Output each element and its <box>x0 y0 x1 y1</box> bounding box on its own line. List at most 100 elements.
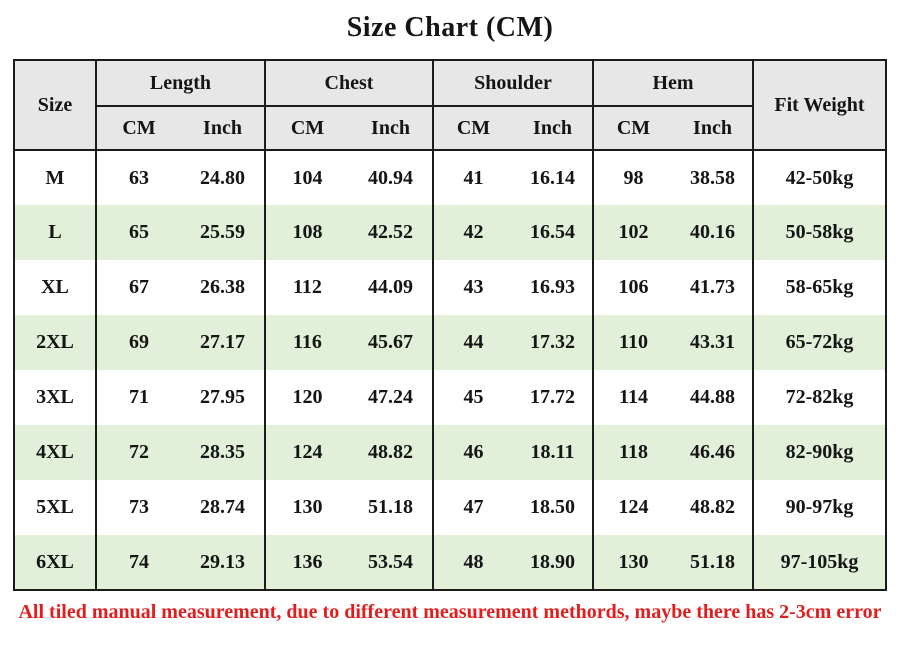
chest-cm-cell: 104 <box>263 150 349 205</box>
length-inch-cell: 27.17 <box>180 315 265 370</box>
length-inch-cell: 28.74 <box>180 480 265 535</box>
chest-inch-cell: 48.82 <box>348 425 433 480</box>
chest-cm-cell: 120 <box>263 370 349 425</box>
length-cm-cell: 74 <box>94 535 181 590</box>
subheader-chest-inch: Inch <box>348 106 433 151</box>
hem-cm-cell: 118 <box>592 425 673 480</box>
chest-inch-cell: 47.24 <box>348 370 433 425</box>
length-inch-cell: 27.95 <box>180 370 265 425</box>
fit-weight-cell: 97-105kg <box>752 535 886 590</box>
table-row: L 65 25.59 108 42.52 42 16.54 102 40.16 … <box>13 205 886 260</box>
measurement-note: All tiled manual measurement, due to dif… <box>18 601 882 623</box>
header-unit-row: CM Inch CM Inch CM Inch CM Inch <box>14 106 886 151</box>
fit-weight-cell: 65-72kg <box>752 315 886 370</box>
hem-inch-cell: 40.16 <box>673 205 753 260</box>
length-cm-cell: 73 <box>94 480 181 535</box>
col-header-size: Size <box>13 60 96 151</box>
shoulder-cm-cell: 42 <box>432 205 513 260</box>
col-header-shoulder: Shoulder <box>432 60 593 107</box>
shoulder-inch-cell: 17.32 <box>513 315 593 370</box>
shoulder-inch-cell: 18.50 <box>513 480 593 535</box>
page-title: Size Chart (CM) <box>346 12 554 43</box>
size-chart-page: Size Chart (CM) Size Length Chest Should… <box>0 12 900 660</box>
table-row: 5XL 73 28.74 130 51.18 47 18.50 124 48.8… <box>13 480 886 535</box>
length-cm-cell: 69 <box>94 315 181 370</box>
hem-cm-cell: 98 <box>592 150 673 205</box>
length-cm-cell: 72 <box>94 425 181 480</box>
shoulder-inch-cell: 16.93 <box>513 260 593 315</box>
chest-cm-cell: 112 <box>263 260 349 315</box>
table-row: 6XL 74 29.13 136 53.54 48 18.90 130 51.1… <box>13 535 886 590</box>
shoulder-cm-cell: 46 <box>432 425 513 480</box>
length-cm-cell: 67 <box>94 260 181 315</box>
chest-cm-cell: 124 <box>263 425 349 480</box>
hem-cm-cell: 106 <box>592 260 673 315</box>
shoulder-inch-cell: 18.90 <box>513 535 593 590</box>
header-group-row: Size Length Chest Shoulder Hem Fit Weigh… <box>13 60 886 151</box>
shoulder-inch-cell: 16.54 <box>513 205 593 260</box>
length-inch-cell: 24.80 <box>180 150 265 205</box>
subheader-shoulder-cm: CM <box>432 106 513 151</box>
col-header-hem: Hem <box>592 60 753 107</box>
subheader-length-cm: CM <box>94 106 181 151</box>
size-chart-table: Size Length Chest Shoulder Hem Fit Weigh… <box>12 59 887 591</box>
shoulder-cm-cell: 44 <box>432 315 513 370</box>
length-cm-cell: 65 <box>94 205 181 260</box>
fit-weight-cell: 90-97kg <box>752 480 886 535</box>
hem-cm-cell: 110 <box>592 315 673 370</box>
shoulder-inch-cell: 16.14 <box>513 150 593 205</box>
chest-cm-cell: 136 <box>263 535 349 590</box>
hem-inch-cell: 51.18 <box>673 535 753 590</box>
chest-inch-cell: 53.54 <box>348 535 433 590</box>
fit-weight-cell: 82-90kg <box>752 425 886 480</box>
chest-inch-cell: 42.52 <box>348 205 433 260</box>
subheader-hem-cm: CM <box>592 106 673 151</box>
size-cell: XL <box>13 260 96 315</box>
length-cm-cell: 71 <box>94 370 181 425</box>
hem-inch-cell: 38.58 <box>673 150 753 205</box>
table-body: M 63 24.80 104 40.94 41 16.14 98 38.58 4… <box>13 150 886 590</box>
shoulder-cm-cell: 45 <box>432 370 513 425</box>
length-inch-cell: 29.13 <box>180 535 265 590</box>
col-header-chest: Chest <box>263 60 433 107</box>
hem-inch-cell: 41.73 <box>673 260 753 315</box>
chest-cm-cell: 130 <box>263 480 349 535</box>
length-cm-cell: 63 <box>94 150 181 205</box>
hem-cm-cell: 130 <box>592 535 673 590</box>
table-row: XL 67 26.38 112 44.09 43 16.93 106 41.73… <box>13 260 886 315</box>
length-inch-cell: 26.38 <box>180 260 265 315</box>
subheader-hem-inch: Inch <box>673 106 753 151</box>
col-header-length: Length <box>94 60 265 107</box>
chest-inch-cell: 51.18 <box>348 480 433 535</box>
size-cell: 6XL <box>13 535 96 590</box>
hem-inch-cell: 46.46 <box>673 425 753 480</box>
subheader-length-inch: Inch <box>180 106 265 151</box>
hem-inch-cell: 43.31 <box>673 315 753 370</box>
hem-inch-cell: 48.82 <box>673 480 753 535</box>
fit-weight-cell: 50-58kg <box>752 205 886 260</box>
col-header-fit-weight: Fit Weight <box>752 60 886 151</box>
size-cell: M <box>13 150 96 205</box>
shoulder-cm-cell: 43 <box>432 260 513 315</box>
hem-cm-cell: 124 <box>592 480 673 535</box>
shoulder-cm-cell: 41 <box>432 150 513 205</box>
hem-cm-cell: 114 <box>592 370 673 425</box>
size-cell: 4XL <box>13 425 96 480</box>
chest-inch-cell: 44.09 <box>348 260 433 315</box>
length-inch-cell: 28.35 <box>180 425 265 480</box>
length-inch-cell: 25.59 <box>180 205 265 260</box>
fit-weight-cell: 58-65kg <box>752 260 886 315</box>
size-cell: 5XL <box>13 480 96 535</box>
subheader-shoulder-inch: Inch <box>513 106 593 151</box>
chest-cm-cell: 116 <box>263 315 349 370</box>
table-header: Size Length Chest Shoulder Hem Fit Weigh… <box>13 60 886 151</box>
table-row: M 63 24.80 104 40.94 41 16.14 98 38.58 4… <box>13 150 886 205</box>
shoulder-inch-cell: 18.11 <box>513 425 593 480</box>
size-cell: 3XL <box>13 370 96 425</box>
hem-cm-cell: 102 <box>592 205 673 260</box>
chest-inch-cell: 45.67 <box>348 315 433 370</box>
chest-inch-cell: 40.94 <box>348 150 433 205</box>
size-cell: 2XL <box>13 315 96 370</box>
hem-inch-cell: 44.88 <box>673 370 753 425</box>
table-row: 2XL 69 27.17 116 45.67 44 17.32 110 43.3… <box>13 315 886 370</box>
